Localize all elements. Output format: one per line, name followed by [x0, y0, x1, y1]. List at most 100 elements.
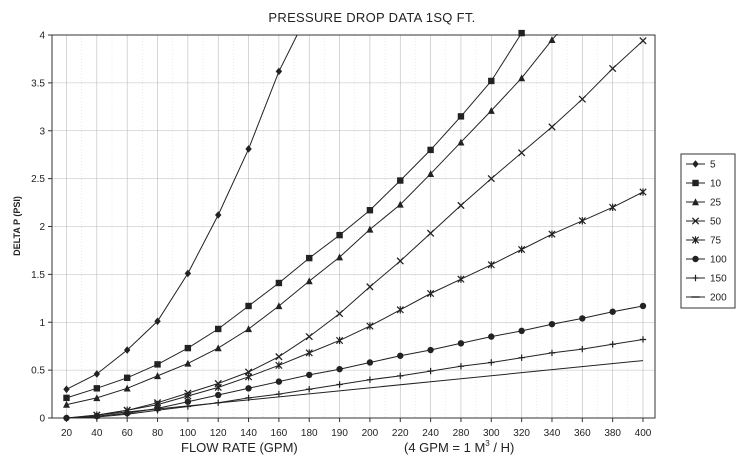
y-tick-label: 2 [39, 222, 45, 233]
y-tick-label: 1 [39, 318, 45, 329]
x-tick-label: 160 [271, 428, 288, 439]
series-point-5 [275, 67, 283, 76]
series-point-25 [63, 400, 70, 408]
series-point-50 [608, 64, 617, 73]
x-tick-label: 120 [210, 428, 227, 439]
series-point-100 [609, 308, 616, 315]
x-tick-label: 340 [544, 428, 561, 439]
x-tick-label: 360 [574, 428, 591, 439]
series-point-10 [457, 113, 465, 120]
x-tick-label: 180 [301, 428, 318, 439]
series-point-150 [579, 345, 586, 353]
x-axis-ticks: 20 40 60 80 100 120 140 160 180 190 200 220 240 280 30… [61, 418, 652, 439]
series-point-10 [306, 254, 313, 262]
series-point-150 [63, 414, 70, 422]
x-tick-label: 380 [604, 428, 621, 439]
series-point-75 [457, 275, 465, 283]
series-point-10 [366, 207, 374, 214]
series-line-150 [66, 339, 644, 418]
series-point-10 [397, 177, 404, 184]
legend-box [680, 153, 736, 309]
series-point-150 [488, 359, 495, 366]
series-point-150 [275, 390, 283, 398]
y-axis-label: DELTA P (PSI) [12, 196, 22, 256]
series-point-100 [457, 340, 465, 347]
series-point-150 [457, 363, 465, 370]
series-point-75 [396, 306, 404, 314]
series-point-5 [184, 269, 192, 278]
y-tick-label: 0.5 [31, 366, 45, 377]
y-tick-label: 2.5 [31, 174, 45, 185]
series-point-25 [305, 277, 313, 285]
series-point-25 [487, 106, 495, 114]
legend-label-200: 200 [710, 293, 727, 304]
series-point-100 [518, 327, 525, 335]
x-tick-label: 140 [240, 428, 257, 439]
series-point-150 [306, 386, 313, 393]
series-point-100 [579, 315, 586, 322]
series-point-5 [154, 317, 161, 326]
series-point-50 [366, 283, 374, 291]
x-tick-label: 300 [483, 428, 500, 439]
series-point-75 [518, 245, 526, 254]
y-axis-ticks: 0 0.5 1 1.5 2 2.5 3 3.5 4 [31, 31, 52, 425]
series-point-10 [123, 374, 131, 381]
series-point-75 [487, 261, 495, 269]
series-point-25 [214, 344, 222, 352]
series-point-10 [93, 385, 101, 392]
series-point-25 [396, 200, 404, 208]
series-point-150 [184, 403, 192, 410]
chart-title: PRESSURE DROP DATA 1SQ FT. [268, 10, 475, 25]
series-point-10 [488, 77, 495, 85]
series-point-5 [123, 346, 131, 354]
x-tick-label: 190 [331, 428, 348, 439]
series-point-5 [215, 211, 222, 219]
series-point-10 [336, 231, 343, 239]
series-point-100 [427, 346, 434, 354]
legend-marker-150 [692, 274, 699, 282]
legend-label-10: 10 [710, 179, 722, 190]
legend-marker-50 [691, 217, 700, 225]
series-line-5 [66, 34, 298, 390]
series-point-25 [457, 138, 465, 146]
series-point-10 [184, 344, 192, 352]
legend-label-25: 25 [710, 198, 722, 209]
x-axis-label: FLOW RATE (GPM) [181, 440, 298, 455]
series-point-10 [215, 325, 222, 333]
series-point-100 [215, 391, 222, 399]
series-line-100 [66, 305, 644, 418]
x-axis-note: (4 GPM = 1 M3 / H) [404, 439, 514, 455]
series-point-75 [426, 289, 435, 298]
series-point-100 [184, 398, 192, 405]
series-point-150 [518, 354, 525, 361]
series-point-100 [548, 320, 556, 328]
x-tick-label: 400 [635, 428, 652, 439]
series-point-75 [578, 217, 586, 225]
series-point-150 [639, 336, 647, 343]
x-tick-label: 20 [61, 428, 73, 439]
x-tick-label: 320 [513, 428, 530, 439]
series-point-150 [93, 413, 101, 421]
legend-label-5: 5 [710, 160, 716, 171]
series-point-50 [426, 229, 435, 237]
series-markers [63, 29, 647, 422]
series-point-25 [366, 225, 374, 233]
x-tick-label: 240 [422, 428, 439, 439]
series-point-75 [639, 188, 647, 196]
legend-marker-10 [692, 179, 699, 187]
plot-grid [52, 34, 655, 419]
legend-marker-5 [692, 160, 699, 168]
x-axis-note-superscript: 3 [485, 439, 490, 448]
series-point-10 [275, 279, 283, 287]
series-point-5 [93, 370, 101, 378]
legend-marker-25 [692, 198, 699, 206]
y-tick-label: 4 [39, 31, 45, 42]
y-tick-label: 3.5 [31, 78, 45, 89]
x-axis-note-end: / H) [490, 440, 515, 455]
x-tick-label: 220 [392, 428, 409, 439]
series-point-100 [306, 371, 313, 379]
series-point-150 [366, 376, 374, 383]
legend-label-50: 50 [710, 217, 722, 228]
series-point-50 [578, 95, 586, 103]
series-point-75 [275, 361, 283, 370]
